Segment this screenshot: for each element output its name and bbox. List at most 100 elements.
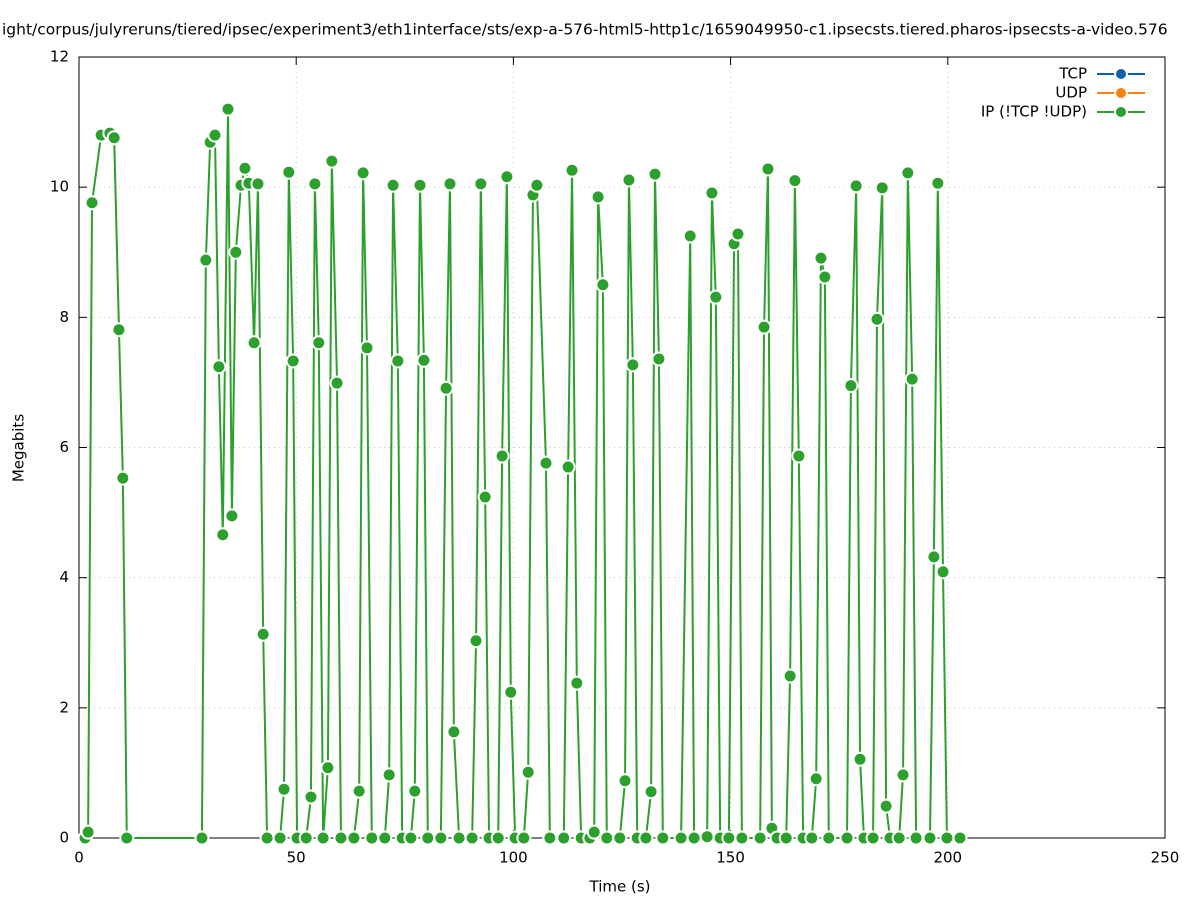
data-point — [364, 830, 380, 846]
data-point — [115, 470, 131, 486]
data-point — [760, 161, 776, 177]
data-point — [673, 830, 689, 846]
y-tick-label: 8 — [59, 308, 69, 326]
data-point — [529, 177, 545, 193]
x-tick-label: 250 — [1151, 849, 1180, 867]
data-point — [708, 289, 724, 305]
y-tick-label: 4 — [59, 568, 69, 586]
data-point — [194, 830, 210, 846]
data-point — [721, 830, 737, 846]
data-point — [250, 176, 266, 192]
y-axis-label: Megabits — [10, 414, 28, 482]
series-line — [84, 109, 960, 840]
data-point — [520, 764, 536, 780]
x-tick-label: 150 — [716, 849, 745, 867]
data-point — [930, 175, 946, 191]
data-point — [311, 335, 327, 351]
data-point — [111, 322, 127, 338]
data-point — [734, 830, 750, 846]
data-point — [80, 824, 96, 840]
data-point — [595, 277, 611, 293]
legend-marker — [1114, 67, 1128, 81]
data-point — [817, 269, 833, 285]
data-point — [730, 226, 746, 242]
data-point — [878, 798, 894, 814]
y-tick-label: 6 — [59, 438, 69, 456]
data-point — [119, 830, 135, 846]
data-point — [255, 626, 271, 642]
data-point — [281, 164, 297, 180]
x-tick-label: 200 — [933, 849, 962, 867]
data-point — [787, 173, 803, 189]
data-point — [569, 675, 585, 691]
data-point — [333, 830, 349, 846]
data-point — [468, 633, 484, 649]
data-point — [272, 830, 288, 846]
data-point — [586, 824, 602, 840]
data-point — [324, 153, 340, 169]
legend-marker — [1114, 86, 1128, 100]
data-point — [839, 830, 855, 846]
data-point — [686, 830, 702, 846]
data-point — [503, 684, 519, 700]
data-point — [699, 829, 715, 845]
data-point — [843, 378, 859, 394]
data-point — [865, 830, 881, 846]
data-point — [782, 668, 798, 684]
data-point — [315, 830, 331, 846]
data-point — [752, 830, 768, 846]
data-point — [895, 767, 911, 783]
data-point — [385, 177, 401, 193]
data-point — [215, 527, 231, 543]
data-point — [939, 830, 955, 846]
legend-label: UDP — [1055, 84, 1087, 102]
data-point — [655, 830, 671, 846]
y-tick-label: 12 — [50, 48, 69, 66]
data-point — [848, 178, 864, 194]
data-point — [228, 244, 244, 260]
data-point — [516, 830, 532, 846]
x-axis-label: Time (s) — [589, 878, 651, 896]
data-point — [556, 830, 572, 846]
data-point — [499, 169, 515, 185]
data-point — [403, 830, 419, 846]
data-point — [852, 751, 868, 767]
data-point — [438, 380, 454, 396]
data-point — [778, 830, 794, 846]
data-point — [285, 353, 301, 369]
legend-marker — [1114, 105, 1128, 119]
data-point — [647, 166, 663, 182]
data-point — [704, 185, 720, 201]
data-point — [477, 489, 493, 505]
data-point — [377, 830, 393, 846]
data-point — [638, 830, 654, 846]
data-point — [198, 252, 214, 268]
data-point — [464, 830, 480, 846]
data-point — [617, 773, 633, 789]
data-point — [211, 359, 227, 375]
data-point — [237, 160, 253, 176]
data-point — [390, 353, 406, 369]
data-point — [926, 549, 942, 565]
data-point — [682, 228, 698, 244]
data-point — [220, 101, 236, 117]
data-point — [621, 172, 637, 188]
data-point — [442, 176, 458, 192]
data-point — [320, 760, 336, 776]
data-point — [651, 351, 667, 367]
y-tick-label: 2 — [59, 698, 69, 716]
data-point — [351, 783, 367, 799]
data-point — [276, 781, 292, 797]
data-point — [246, 335, 262, 351]
data-point — [407, 783, 423, 799]
data-point — [473, 176, 489, 192]
data-point — [106, 130, 122, 146]
data-point — [908, 830, 924, 846]
y-tick-label: 10 — [50, 178, 69, 196]
data-point — [590, 189, 606, 205]
data-point — [307, 176, 323, 192]
legend-label: IP (!TCP !UDP) — [981, 103, 1087, 121]
data-point — [207, 127, 223, 143]
data-point — [451, 830, 467, 846]
data-point — [564, 162, 580, 178]
